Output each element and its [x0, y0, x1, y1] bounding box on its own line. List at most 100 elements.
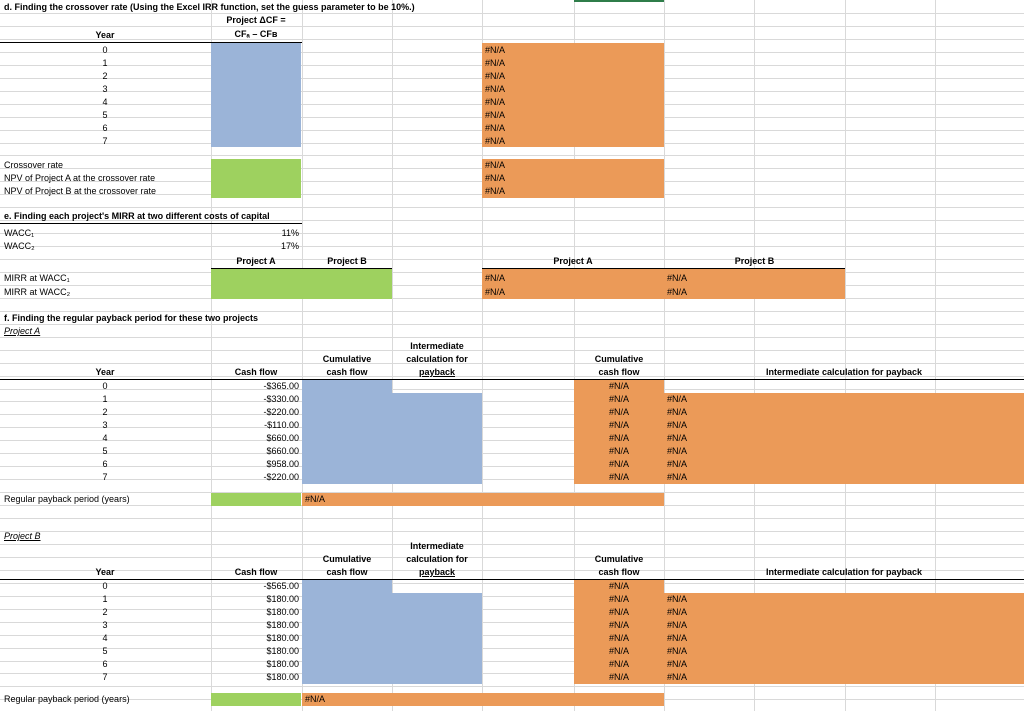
- cumulative-na: #N/A: [608, 446, 629, 456]
- year-cell: 1: [102, 594, 108, 604]
- cumulative-na: #N/A: [608, 581, 629, 591]
- intermediate-na: #N/A: [667, 594, 688, 604]
- na-cell: #N/A: [485, 110, 506, 120]
- active-cell-indicator: [574, 0, 664, 2]
- intermediate-na: #N/A: [667, 633, 688, 643]
- cumulative-na: #N/A: [608, 381, 629, 391]
- npv-a-na: #N/A: [485, 173, 506, 183]
- project-a-heading: Project A: [4, 326, 41, 336]
- mirr-out-project-a-header: Project A: [553, 256, 593, 266]
- cash-flow-cell: $180.00: [266, 620, 299, 630]
- mirr-project-b-header: Project B: [327, 256, 367, 266]
- cash-flow-cell: -$330.00: [263, 394, 299, 404]
- cumulative-na: #N/A: [608, 394, 629, 404]
- cumulative-na: #N/A: [608, 420, 629, 430]
- cash-flow-cell: $180.00: [266, 594, 299, 604]
- mirr-project-a-header: Project A: [236, 256, 276, 266]
- year-header: Year: [95, 30, 115, 40]
- year-cell: 3: [102, 420, 108, 430]
- payback-na: #N/A: [305, 694, 326, 704]
- mirr-input-cells[interactable]: [211, 269, 392, 299]
- delta-cf-output-cells: [482, 43, 664, 147]
- cumulative-input-cells[interactable]: [302, 580, 392, 684]
- crossover-input-cells[interactable]: [211, 159, 301, 198]
- cash-flow-cell: -$110.00: [264, 420, 299, 430]
- inter-header-2: calculation for: [406, 354, 468, 364]
- section-f-title: f. Finding the regular payback period fo…: [4, 313, 259, 323]
- year-cell: 5: [102, 110, 108, 120]
- cumulative-output-cells: [574, 580, 664, 684]
- cumulative-na: #N/A: [608, 607, 629, 617]
- mirr-out-project-b-header: Project B: [734, 256, 775, 266]
- year-cell: 2: [102, 607, 108, 617]
- mirr1-b-na: #N/A: [667, 273, 688, 283]
- year-cell: 5: [102, 446, 108, 456]
- intermediate-na: #N/A: [667, 672, 688, 682]
- cumulative-input-cells[interactable]: [302, 380, 392, 484]
- payback-input-cell[interactable]: [211, 693, 301, 706]
- na-cell: #N/A: [485, 123, 506, 133]
- intermediate-na: #N/A: [667, 420, 688, 430]
- intermediate-na: #N/A: [667, 446, 688, 456]
- inter-header-1: Intermediate: [410, 541, 464, 551]
- cumulative-na: #N/A: [608, 459, 629, 469]
- year-header: Year: [95, 567, 115, 577]
- year-cell: 0: [102, 45, 108, 55]
- intermediate-na: #N/A: [667, 459, 688, 469]
- wacc2-value[interactable]: 17%: [280, 241, 299, 251]
- year-cell: 3: [102, 84, 108, 94]
- cash-flow-header: Cash flow: [234, 567, 278, 577]
- intermediate-na: #N/A: [667, 659, 688, 669]
- crossover-output-cells: [482, 159, 664, 198]
- year-cell: 0: [102, 581, 108, 591]
- inter-header-2: calculation for: [406, 554, 468, 564]
- inter-out-header: Intermediate calculation for payback: [765, 367, 923, 377]
- year-cell: 4: [102, 97, 108, 107]
- payback-input-cell[interactable]: [211, 493, 301, 506]
- intermediate-na: #N/A: [667, 433, 688, 443]
- wacc2-label: WACC₂: [4, 241, 35, 251]
- cum-out-header-2: cash flow: [598, 567, 640, 577]
- cash-flow-cell: $180.00: [266, 607, 299, 617]
- npv-b-label: NPV of Project B at the crossover rate: [4, 186, 157, 196]
- na-cell: #N/A: [485, 97, 506, 107]
- cash-flow-cell: $180.00: [266, 659, 299, 669]
- year-cell: 4: [102, 633, 108, 643]
- cash-flow-cell: -$220.00: [263, 407, 299, 417]
- intermediate-input-cells[interactable]: [392, 593, 482, 684]
- year-cell: 5: [102, 646, 108, 656]
- intermediate-na: #N/A: [667, 620, 688, 630]
- mirr-output-cells: [482, 269, 845, 299]
- inter-header-3: payback: [418, 567, 456, 577]
- cumulative-na: #N/A: [608, 407, 629, 417]
- payback-output-cell: [302, 693, 664, 706]
- cash-flow-cell: $180.00: [266, 646, 299, 656]
- mirr2-b-na: #N/A: [667, 287, 688, 297]
- cumulative-na: #N/A: [608, 659, 629, 669]
- year-cell: 3: [102, 620, 108, 630]
- wacc1-value[interactable]: 11%: [281, 228, 299, 238]
- inter-header-1: Intermediate: [410, 341, 464, 351]
- section-e-underline: [0, 223, 302, 224]
- cash-flow-header: Cash flow: [234, 367, 278, 377]
- cash-flow-cell: $180.00: [266, 633, 299, 643]
- cum-out-header-2: cash flow: [598, 367, 640, 377]
- intermediate-na: #N/A: [667, 646, 688, 656]
- na-cell: #N/A: [485, 45, 506, 55]
- cumulative-na: #N/A: [608, 620, 629, 630]
- cum-out-header-1: Cumulative: [594, 354, 644, 364]
- crossover-rate-label: Crossover rate: [4, 160, 64, 170]
- year-cell: 6: [102, 123, 108, 133]
- cash-flow-cell: -$365.00: [263, 381, 299, 391]
- cumulative-na: #N/A: [608, 633, 629, 643]
- cum-header-2: cash flow: [326, 567, 368, 577]
- cum-out-header-1: Cumulative: [594, 554, 644, 564]
- cum-header-1: Cumulative: [322, 554, 372, 564]
- year-cell: 7: [102, 136, 108, 146]
- intermediate-input-cells[interactable]: [392, 393, 482, 484]
- inter-header-3: payback: [418, 367, 456, 377]
- year-cell: 1: [102, 58, 108, 68]
- crossover-na: #N/A: [485, 160, 506, 170]
- payback-label: Regular payback period (years): [4, 494, 130, 504]
- delta-cf-input-cells[interactable]: [211, 43, 301, 147]
